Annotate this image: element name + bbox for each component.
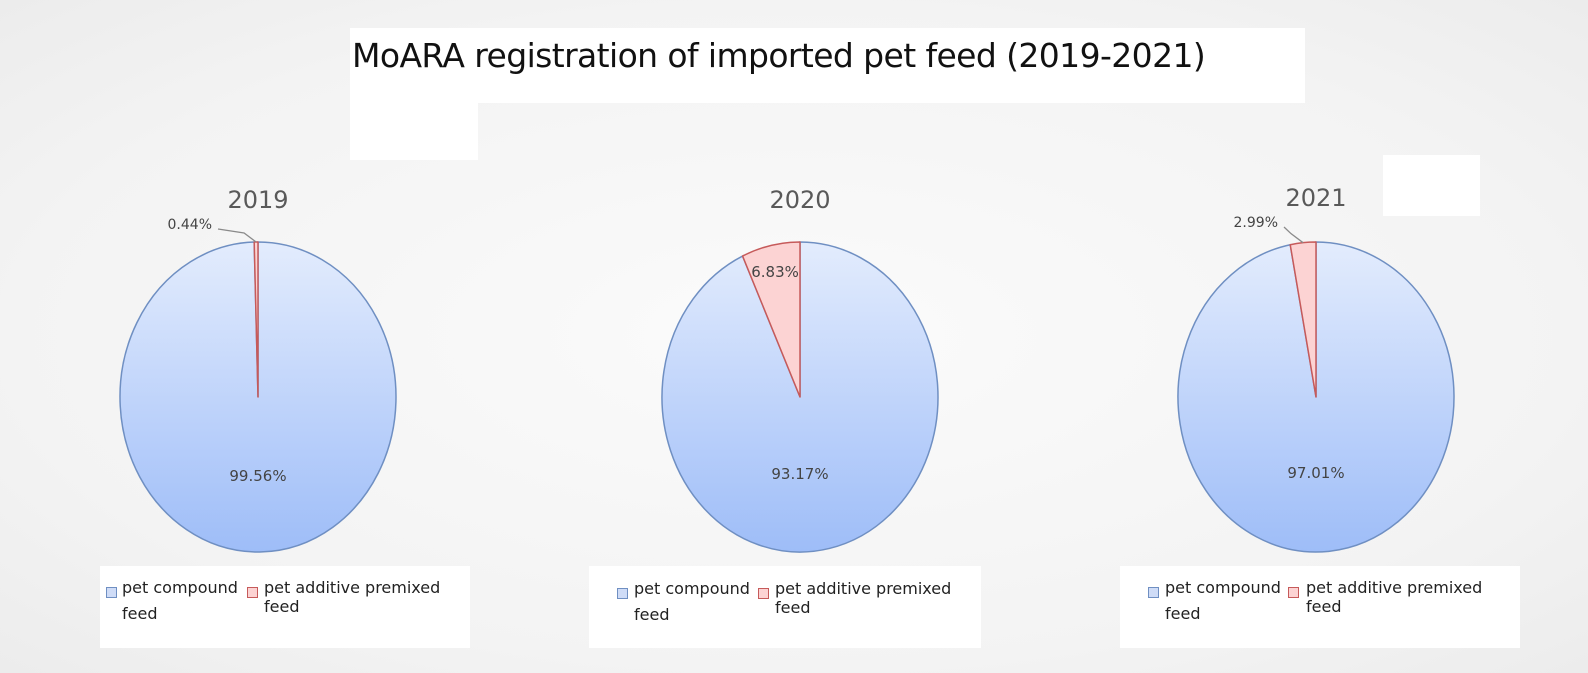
title-background-extension [350,103,478,160]
legend-label-additive: pet additive premixed feed [775,579,952,617]
legend-swatch-additive [1288,587,1299,598]
legend-label-compound-line2: feed [122,604,158,623]
data-label-pet-additive-premixed-feed: 2.99% [1234,215,1278,231]
pie-chart-2021: 2021 97.01% 2.99% [1116,170,1516,570]
legend-2019: pet compound feed pet additive premixed … [100,566,470,648]
legend-label-compound-line2: feed [1165,604,1201,623]
legend-label-compound-line2: feed [634,605,670,624]
title-background [350,28,1305,103]
data-label-pet-additive-premixed-feed: 6.83% [751,263,799,281]
legend-swatch-compound [106,587,117,598]
pie-svg: 2021 97.01% 2.99% [1177,184,1455,553]
page-title: MoARA registration of imported pet feed … [352,36,1206,75]
legend-label-compound: pet compound [122,578,238,597]
pie-svg: 2020 93.17% 6.83% [661,186,939,553]
slice-pet-additive-premixed-feed [1289,241,1317,398]
legend-2020: pet compound feed pet additive premixed … [589,566,981,648]
data-label-pet-compound-feed: 99.56% [229,467,286,485]
callout-leader-line [217,228,257,243]
data-label-pet-compound-feed: 97.01% [1287,464,1344,482]
legend-label-compound: pet compound [634,579,750,598]
pie-title: 2020 [769,186,830,214]
legend-label-additive: pet additive premixed feed [1306,578,1483,616]
slice-pet-additive-premixed-feed [741,241,801,398]
legend-swatch-compound [617,588,628,599]
corner-white-patch [1383,155,1480,216]
pie-title: 2021 [1285,184,1346,212]
pie-chart-2020: 2020 93.17% 6.83% [600,170,1000,570]
callout-leader-line [1283,226,1304,244]
legend-label-compound: pet compound [1165,578,1281,597]
pie-title: 2019 [227,186,288,214]
pie-svg: 2019 99.56% 0.44% [119,186,397,553]
legend-label-additive: pet additive premixed feed [264,578,441,616]
legend-swatch-additive [247,587,258,598]
legend-swatch-compound [1148,587,1159,598]
pie-chart-2019: 2019 99.56% 0.44% [57,170,457,570]
data-label-pet-additive-premixed-feed: 0.44% [168,217,212,233]
legend-swatch-additive [758,588,769,599]
data-label-pet-compound-feed: 93.17% [771,465,828,483]
legend-2021: pet compound feed pet additive premixed … [1120,566,1520,648]
